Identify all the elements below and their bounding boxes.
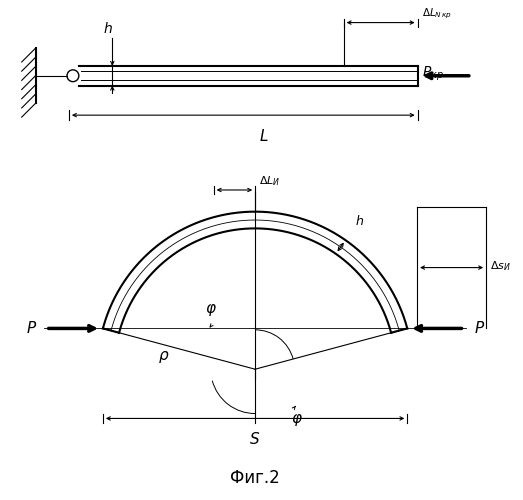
Text: P: P [27,321,36,336]
Text: $\varphi$: $\varphi$ [205,302,217,318]
Text: L: L [260,129,268,144]
Text: $\rho$: $\rho$ [158,348,170,364]
Text: $\Delta L_И$: $\Delta L_И$ [259,174,280,188]
Text: $\varphi$: $\varphi$ [290,412,302,428]
Text: h: h [355,216,363,228]
Text: $\Delta s_И$: $\Delta s_И$ [490,258,511,272]
Text: $\Delta L_{N\,кр}$: $\Delta L_{N\,кр}$ [422,6,452,20]
Text: $P_{кр}$: $P_{кр}$ [422,64,444,83]
Text: h: h [104,22,113,36]
Text: P: P [474,321,483,336]
Text: S: S [251,432,260,447]
Text: Фиг.2: Фиг.2 [230,470,280,488]
